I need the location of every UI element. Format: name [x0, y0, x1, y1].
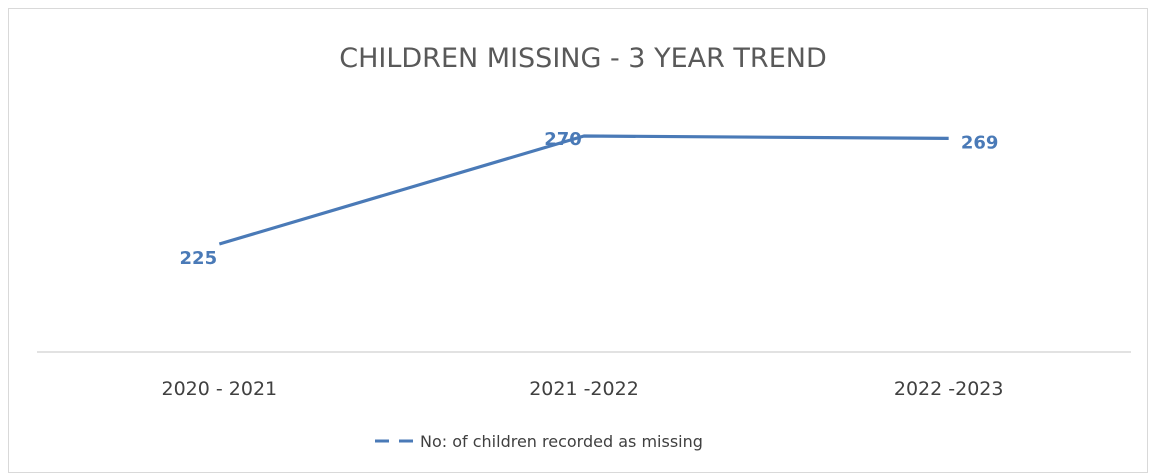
- legend-entry-label: No: of children recorded as missing: [420, 432, 703, 451]
- chart-title: CHILDREN MISSING - 3 YEAR TREND: [339, 43, 827, 74]
- chart-area: [8, 8, 1148, 473]
- data-label: 270: [544, 129, 582, 150]
- data-label: 269: [961, 132, 999, 153]
- data-label: 225: [180, 248, 218, 269]
- x-tick-label: 2021 -2022: [529, 378, 639, 400]
- series-line: [218, 134, 949, 246]
- x-axis-tick-labels: 2020 - 2021 2021 -2022 2022 -2023: [162, 378, 1004, 400]
- series-layer: [218, 134, 949, 246]
- x-tick-label: 2020 - 2021: [162, 378, 278, 400]
- data-labels: 225 270 269: [180, 129, 999, 269]
- x-tick-label: 2022 -2023: [894, 378, 1004, 400]
- legend: No: of children recorded as missing: [375, 432, 703, 451]
